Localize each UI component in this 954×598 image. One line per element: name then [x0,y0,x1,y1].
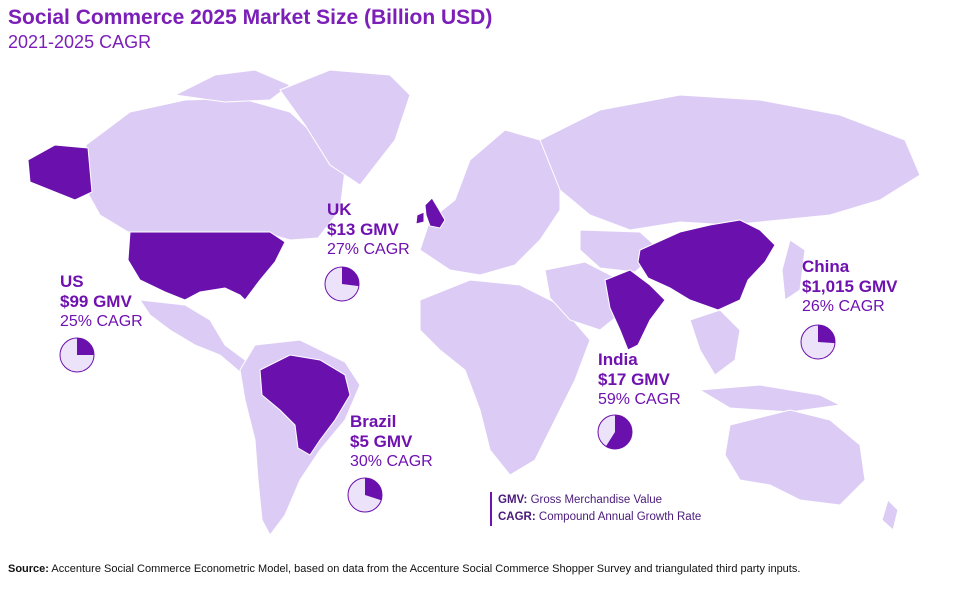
map-subtitle: 2021-2025 CAGR [8,32,152,52]
highlight-alaska [27,144,93,201]
india-country-label: India [598,350,638,369]
highlight-uk [424,197,446,229]
brazil-gmv-label: $5 GMV [350,432,413,451]
land-australia [724,409,866,506]
highlight-india [604,269,666,351]
brazil-cagr-pie-slice [365,478,383,501]
land-mexico [138,299,257,379]
land-southeast-asia [689,309,741,376]
brazil-cagr-label: 30% CAGR [350,453,433,470]
us-gmv-label: $99 GMV [60,292,132,311]
china-country-label: China [802,257,850,276]
india-gmv-label: $17 GMV [598,370,670,389]
callout-china: China $1,015 GMV 26% CAGR [802,257,897,317]
source-label: Source: [8,563,49,575]
legend-cagr: CAGR: Compound Annual Growth Rate [498,509,701,526]
map-title: Social Commerce 2025 Market Size (Billio… [8,6,493,29]
highlighted-countries [27,144,776,456]
us-cagr-pie-slice [77,338,94,355]
legend-gmv-text: Gross Merchandise Value [530,494,663,506]
source-text: Accenture Social Commerce Econometric Mo… [51,563,801,575]
us-country-label: US [60,272,84,291]
china-cagr-pie-slice [818,325,836,344]
callout-brazil: Brazil $5 GMV 30% CAGR [350,412,433,472]
china-cagr-label: 26% CAGR [802,298,885,315]
uk-cagr-pie-slice [342,267,360,287]
highlight-usa [127,231,286,301]
us-cagr-label: 25% CAGR [60,313,143,330]
highlight-ireland [415,211,425,225]
land-europe [419,129,561,276]
legend-gmv: GMV: Gross Merchandise Value [498,492,701,509]
land-africa [419,279,591,476]
india-cagr-label: 59% CAGR [598,391,681,408]
callout-us: US $99 GMV 25% CAGR [60,272,143,332]
legend-cagr-text: Compound Annual Growth Rate [538,511,702,523]
legend-gmv-abbr: GMV: [498,494,528,506]
source-note: Source: Accenture Social Commerce Econom… [8,563,800,575]
land-arctic-islands [173,69,291,103]
callout-uk: UK $13 GMV 27% CAGR [327,200,410,260]
highlight-china [637,219,776,311]
brazil-country-label: Brazil [350,412,397,431]
legend-cagr-abbr: CAGR: [498,511,536,523]
base-land [85,69,921,536]
land-japan [781,239,806,301]
china-gmv-label: $1,015 GMV [802,277,898,296]
india-cagr-pie-slice [605,415,633,449]
uk-gmv-label: $13 GMV [327,220,399,239]
land-middle-east [544,261,626,331]
land-new-zealand [881,499,899,531]
legend: GMV: Gross Merchandise Value CAGR: Compo… [490,492,701,526]
land-indonesia [698,384,842,413]
cagr-pies [59,266,836,513]
uk-country-label: UK [327,200,352,219]
uk-cagr-label: 27% CAGR [327,241,410,258]
land-russia [539,94,921,231]
land-greenland [279,69,411,186]
callout-india: India $17 GMV 59% CAGR [598,350,681,410]
highlight-brazil [259,354,351,456]
